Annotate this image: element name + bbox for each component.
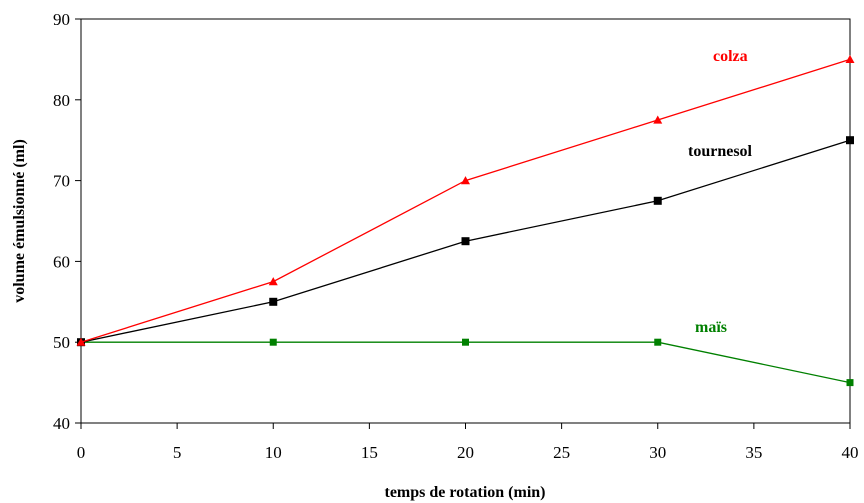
x-tick-label: 20 (457, 443, 474, 462)
data-point-mais (269, 338, 277, 346)
x-tick-label: 25 (553, 443, 570, 462)
x-tick-label: 40 (842, 443, 859, 462)
y-tick-label: 40 (53, 414, 70, 433)
x-tick-label: 30 (649, 443, 666, 462)
plot-area (80, 18, 851, 424)
series-label-tournesol: tournesol (688, 143, 753, 160)
series-group (76, 54, 855, 387)
series-label-mais: maïs (695, 319, 727, 336)
y-tick-label: 70 (53, 172, 70, 191)
data-point-tournesol (269, 297, 278, 306)
data-point-tournesol (653, 196, 662, 205)
data-point-colza (653, 115, 663, 124)
series-labels: colza tournesol maïs (688, 48, 753, 336)
data-point-colza (461, 176, 470, 185)
y-tick-label: 90 (53, 10, 70, 29)
axis-ticks: 40 50 60 70 80 90 0 5 10 15 20 25 30 35 40 (53, 10, 859, 462)
x-tick-label: 15 (361, 443, 378, 462)
y-tick-label: 50 (53, 333, 70, 352)
y-tick-label: 60 (53, 252, 70, 271)
x-tick-label: 35 (745, 443, 762, 462)
data-point-mais (462, 338, 469, 346)
x-tick-label: 10 (265, 443, 282, 462)
data-point-mais (654, 338, 662, 346)
data-point-colza (845, 54, 855, 63)
x-tick-label: 5 (173, 443, 182, 462)
series-label-colza: colza (713, 48, 748, 65)
x-tick-label: 0 (77, 443, 86, 462)
data-point-colza (76, 337, 86, 346)
data-point-tournesol (461, 237, 470, 246)
data-point-colza (268, 277, 278, 286)
x-axis-title: temps de rotation (min) (384, 484, 545, 501)
y-axis-title: volume émulsionné (ml) (11, 139, 28, 303)
data-point-tournesol (846, 136, 854, 145)
y-tick-label: 80 (53, 91, 70, 110)
data-point-mais (846, 379, 854, 387)
